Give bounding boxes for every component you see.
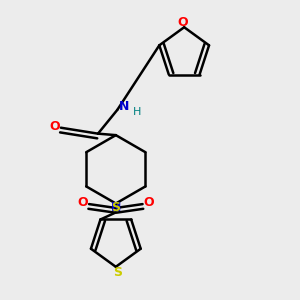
Text: N: N (111, 201, 121, 214)
Text: S: S (113, 266, 122, 279)
Text: O: O (144, 196, 154, 209)
Text: O: O (77, 196, 88, 209)
Text: N: N (119, 100, 129, 113)
Text: H: H (133, 107, 142, 117)
Text: S: S (111, 201, 120, 214)
Text: O: O (177, 16, 188, 29)
Text: O: O (49, 120, 60, 133)
